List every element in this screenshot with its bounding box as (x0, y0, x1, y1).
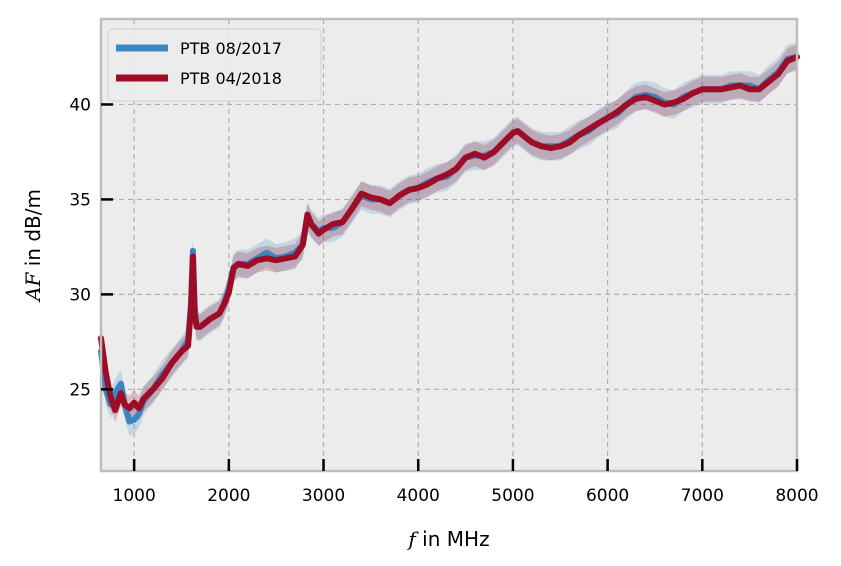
x-axis-label: f in MHz (406, 527, 489, 551)
legend-label: PTB 04/2018 (180, 69, 282, 88)
legend-label: PTB 08/2017 (180, 39, 282, 58)
x-tick-label: 2000 (207, 486, 250, 506)
y-tick-label: 30 (69, 285, 91, 305)
uncertainty-bands (101, 42, 797, 436)
x-axis-unit: in MHz (416, 527, 490, 551)
y-axis-unit: in dB/m (21, 189, 45, 273)
y-axis-label: AF in dB/m (21, 189, 45, 303)
y-tick-label: 25 (69, 380, 91, 400)
uncertainty-band (101, 44, 797, 423)
series-lines (98, 54, 800, 425)
x-tick-label: 6000 (586, 486, 629, 506)
plot-area-frame (99, 17, 799, 473)
y-axis-variable: AF (21, 272, 45, 303)
x-tick-label: 4000 (397, 486, 440, 506)
x-tick-label: 7000 (681, 486, 724, 506)
x-tick-label: 8000 (775, 486, 818, 506)
x-tick-label: 3000 (302, 486, 345, 506)
y-tick-label: 35 (69, 190, 91, 210)
series-line (98, 54, 800, 414)
x-tick-label: 5000 (491, 486, 534, 506)
uncertainty-band (101, 42, 797, 436)
x-tick-label: 1000 (113, 486, 156, 506)
y-tick-label: 40 (69, 95, 91, 115)
axis-ticks: 1000 2000 3000 4000 5000 6000 7000 8000 25 30 35 40 (69, 95, 818, 506)
legend[interactable]: PTB 08/2017 PTB 04/2018 (107, 28, 322, 102)
